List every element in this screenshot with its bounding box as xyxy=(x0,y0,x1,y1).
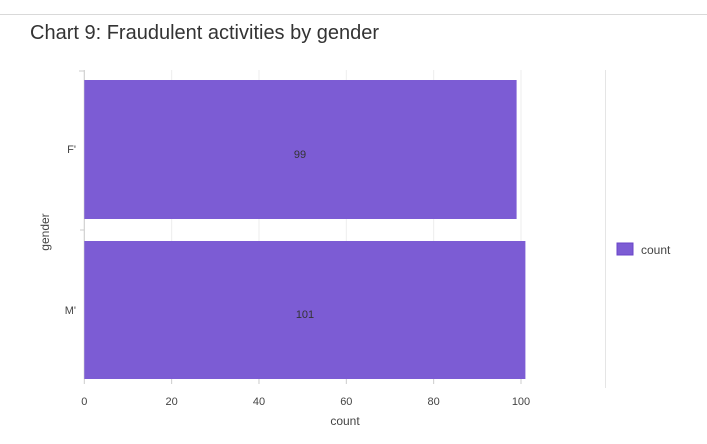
svg-text:F': F' xyxy=(67,144,76,156)
svg-text:99: 99 xyxy=(294,149,306,161)
svg-text:60: 60 xyxy=(340,396,352,408)
svg-text:20: 20 xyxy=(166,396,178,408)
svg-text:101: 101 xyxy=(296,309,314,321)
svg-text:0: 0 xyxy=(81,396,87,408)
svg-text:80: 80 xyxy=(428,396,440,408)
svg-text:gender: gender xyxy=(38,213,52,250)
svg-text:count: count xyxy=(330,414,360,428)
svg-text:count: count xyxy=(641,243,671,257)
svg-text:M': M' xyxy=(65,305,76,317)
svg-text:100: 100 xyxy=(512,396,530,408)
svg-text:40: 40 xyxy=(253,396,265,408)
